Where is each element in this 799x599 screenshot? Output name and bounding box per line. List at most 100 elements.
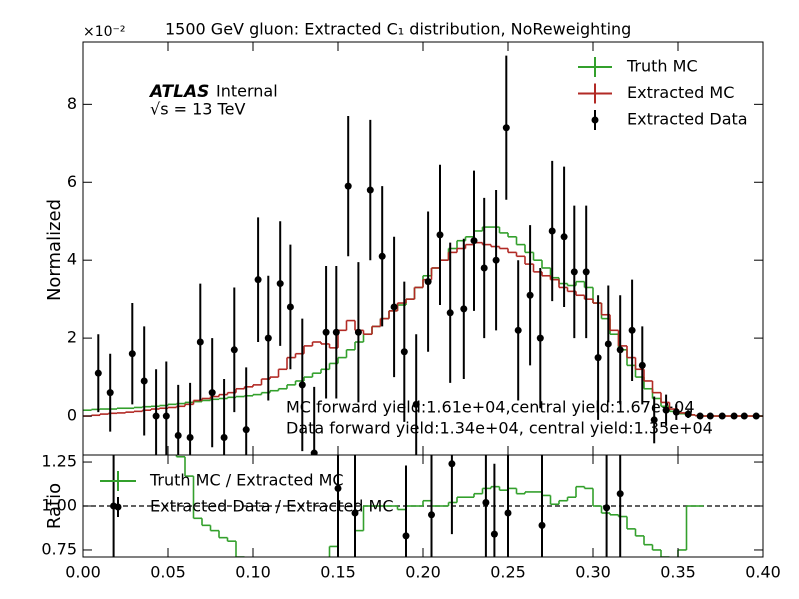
- atlas-label: ATLAS: [148, 82, 209, 102]
- data-point: [740, 412, 748, 420]
- data-point: [366, 186, 374, 194]
- data-point: [650, 416, 658, 424]
- data-point: [242, 426, 250, 434]
- data-point: [286, 303, 294, 311]
- data-point: [616, 346, 624, 354]
- chart-title: 1500 GeV gluon: Extracted C₁ distributio…: [165, 20, 631, 39]
- annotation: MC forward yield:1.61e+04,central yield:…: [286, 398, 695, 417]
- ratio-plot: [83, 455, 763, 557]
- annotation: Data forward yield:1.34e+04, central yie…: [286, 419, 713, 438]
- data-point: [536, 334, 544, 342]
- data-point: [718, 412, 726, 420]
- data-point: [332, 328, 340, 336]
- data-point: [526, 291, 534, 299]
- data-point: [351, 509, 359, 517]
- data-point: [538, 521, 546, 529]
- y-tick-label: 8: [67, 94, 77, 113]
- data-point: [128, 350, 136, 358]
- data-point: [628, 326, 636, 334]
- data-point: [436, 231, 444, 239]
- data-point: [604, 340, 612, 348]
- data-point: [152, 412, 160, 420]
- data-point: [470, 237, 478, 245]
- data-point: [412, 400, 420, 408]
- data-point: [638, 361, 646, 369]
- data-point: [174, 432, 182, 440]
- data-point: [106, 389, 114, 397]
- data-point: [94, 369, 102, 377]
- data-point: [208, 389, 216, 397]
- y-tick-label: 0.75: [41, 539, 77, 558]
- data-point: [196, 338, 204, 346]
- legend-label: Extracted Data / Extracted MC: [150, 497, 394, 516]
- data-point: [298, 381, 306, 389]
- data-point: [448, 460, 456, 468]
- data-point: [400, 348, 408, 356]
- data-point: [502, 124, 510, 132]
- legend-label: Truth MC / Extracted MC: [149, 471, 344, 490]
- x-tick-label: 0.15: [320, 563, 356, 582]
- atlas-status: Internal: [216, 82, 278, 101]
- data-point: [684, 410, 692, 418]
- data-point: [616, 490, 624, 498]
- data-point: [582, 268, 590, 276]
- data-point: [460, 305, 468, 313]
- data-point: [560, 233, 568, 241]
- data-point: [672, 408, 680, 416]
- y-tick-label: 1.00: [41, 496, 77, 515]
- data-point: [322, 328, 330, 336]
- data-point: [334, 484, 342, 492]
- data-point: [570, 268, 578, 276]
- data-point: [140, 377, 148, 385]
- y-axis-label: Normalized: [44, 199, 65, 301]
- legend-label: Extracted MC: [627, 83, 734, 102]
- data-point: [310, 449, 318, 455]
- data-point: [276, 280, 284, 288]
- data-point: [696, 412, 704, 420]
- data-point: [480, 264, 488, 272]
- data-point: [594, 354, 602, 362]
- x-tick-label: 0.20: [405, 563, 441, 582]
- y-tick-label: 0: [67, 406, 77, 425]
- data-point: [264, 334, 272, 342]
- data-point: [162, 412, 170, 420]
- x-tick-label: 0.00: [65, 563, 101, 582]
- data-point: [504, 509, 512, 517]
- data-point: [220, 433, 228, 441]
- data-point: [344, 182, 352, 190]
- main-plot: [83, 55, 763, 455]
- data-point: [730, 412, 738, 420]
- data-point: [354, 328, 362, 336]
- y-tick-label: 6: [67, 172, 77, 191]
- data-point: [490, 530, 498, 538]
- legend-label: Truth MC: [626, 57, 698, 76]
- data-point: [254, 276, 262, 284]
- y-tick-label: 1.25: [41, 452, 77, 471]
- data-point: [603, 504, 611, 512]
- x-tick-label: 0.10: [235, 563, 271, 582]
- data-point: [230, 346, 238, 354]
- data-point: [492, 256, 500, 264]
- data-point: [706, 412, 714, 420]
- offset-label: ×10⁻²: [83, 24, 126, 40]
- data-point: [428, 511, 435, 519]
- data-point: [662, 406, 670, 414]
- legend-label: Extracted Data: [627, 110, 748, 129]
- data-point: [186, 433, 194, 441]
- x-tick-label: 0.05: [150, 563, 186, 582]
- energy-label: √s = 13 TeV: [150, 100, 245, 119]
- data-point: [424, 278, 432, 286]
- data-point: [482, 498, 490, 506]
- y-tick-label: 2: [67, 328, 77, 347]
- x-tick-label: 0.40: [745, 563, 781, 582]
- y-axis-label: Ratio: [44, 483, 65, 529]
- data-point: [514, 326, 522, 334]
- data-point: [402, 532, 410, 540]
- x-tick-label: 0.25: [490, 563, 526, 582]
- y-tick-label: 4: [67, 250, 77, 269]
- data-point: [378, 252, 386, 260]
- data-point: [446, 309, 454, 317]
- data-point: [390, 303, 398, 311]
- data-point: [548, 227, 556, 235]
